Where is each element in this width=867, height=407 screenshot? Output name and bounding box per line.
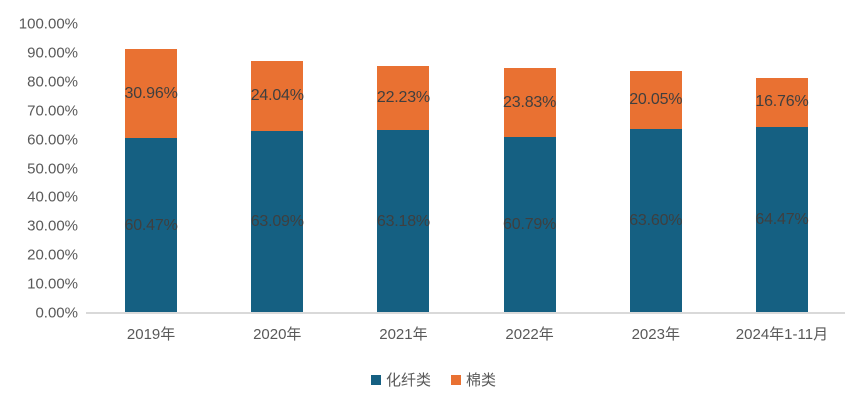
y-axis: 100.00% 90.00% 80.00% 70.00% 60.00% 50.00% 40.… bbox=[0, 0, 78, 407]
bar-segment-huaxian: 60.47% bbox=[124, 138, 178, 313]
bar-segment-mian: 23.83% bbox=[503, 68, 557, 138]
data-label: 23.83% bbox=[503, 93, 557, 111]
y-axis-tick-label: 20.00% bbox=[27, 246, 78, 264]
legend: 化纤类 棉类 bbox=[0, 369, 867, 390]
legend-swatch-icon bbox=[370, 374, 381, 385]
x-axis-line bbox=[86, 312, 845, 314]
x-axis-category-label: 2021年 bbox=[379, 326, 428, 343]
legend-label: 棉类 bbox=[466, 372, 497, 389]
bar-slot: 63.18% 22.23% bbox=[340, 24, 466, 313]
data-label: 64.47% bbox=[755, 210, 809, 228]
y-axis-tick-label: 60.00% bbox=[27, 131, 78, 149]
data-label: 63.18% bbox=[376, 212, 430, 230]
data-label: 16.76% bbox=[755, 93, 809, 111]
bar-segment-mian: 24.04% bbox=[250, 61, 304, 131]
bar-segment-mian: 30.96% bbox=[124, 48, 178, 139]
stacked-bar: 63.18% 22.23% bbox=[376, 66, 430, 313]
bar-segment-huaxian: 60.79% bbox=[503, 137, 557, 313]
data-label: 63.09% bbox=[250, 212, 304, 230]
y-axis-tick-label: 40.00% bbox=[27, 188, 78, 206]
bar-slot: 63.09% 24.04% bbox=[214, 24, 340, 313]
y-axis-tick-label: 80.00% bbox=[27, 73, 78, 91]
y-axis-tick-label: 0.00% bbox=[35, 304, 78, 322]
y-axis-tick-label: 70.00% bbox=[27, 102, 78, 120]
y-axis-tick-label: 30.00% bbox=[27, 217, 78, 235]
x-axis-category-label: 2020年 bbox=[253, 326, 302, 343]
x-axis-category-label: 2022年 bbox=[505, 326, 554, 343]
y-axis-tick-label: 90.00% bbox=[27, 44, 78, 62]
legend-label: 化纤类 bbox=[385, 372, 431, 389]
stacked-bar: 60.79% 23.83% bbox=[503, 68, 557, 313]
bar-segment-huaxian: 63.60% bbox=[629, 129, 683, 313]
legend-swatch-icon bbox=[451, 374, 461, 385]
y-axis-tick-label: 10.00% bbox=[27, 275, 78, 293]
data-label: 60.79% bbox=[503, 216, 557, 234]
stacked-bar: 64.47% 16.76% bbox=[755, 78, 809, 313]
x-axis: 2019年 2020年 2021年 2022年 2023年 2024年1-11月 bbox=[88, 323, 845, 344]
bar-slot: 63.60% 20.05% bbox=[593, 24, 719, 313]
bar-segment-mian: 16.76% bbox=[755, 78, 809, 127]
plot-area: 60.47% 30.96% 63.09% 24.04% 63.18% 22.23% 60.7… bbox=[88, 24, 845, 313]
x-axis-category-label: 2023年 bbox=[631, 326, 680, 343]
data-label: 22.23% bbox=[376, 89, 430, 107]
stacked-bar: 63.09% 24.04% bbox=[250, 61, 304, 313]
x-axis-category-label: 2024年1-11月 bbox=[735, 326, 829, 343]
data-label: 30.96% bbox=[124, 84, 178, 102]
stacked-bar: 60.47% 30.96% bbox=[124, 48, 178, 313]
bar-slot: 60.79% 23.83% bbox=[467, 24, 593, 313]
x-axis-category-label: 2019年 bbox=[126, 326, 176, 343]
bar-segment-huaxian: 63.18% bbox=[376, 130, 430, 313]
bar-segment-huaxian: 64.47% bbox=[755, 126, 809, 313]
bar-segment-mian: 20.05% bbox=[629, 71, 683, 130]
legend-item-huaxian: 化纤类 bbox=[370, 369, 431, 390]
y-axis-tick-label: 50.00% bbox=[27, 160, 78, 177]
data-label: 20.05% bbox=[629, 91, 683, 109]
bar-segment-huaxian: 63.09% bbox=[250, 130, 304, 313]
stacked-bar: 63.60% 20.05% bbox=[629, 71, 683, 313]
y-axis-tick-label: 100.00% bbox=[18, 15, 78, 33]
legend-item-mian: 棉类 bbox=[451, 369, 496, 390]
data-label: 60.47% bbox=[124, 216, 178, 234]
bar-slot: 60.47% 30.96% bbox=[88, 24, 214, 313]
bar-slot: 64.47% 16.76% bbox=[719, 24, 845, 313]
data-label: 63.60% bbox=[629, 212, 683, 230]
data-label: 24.04% bbox=[250, 86, 304, 104]
bar-segment-mian: 22.23% bbox=[376, 66, 430, 131]
